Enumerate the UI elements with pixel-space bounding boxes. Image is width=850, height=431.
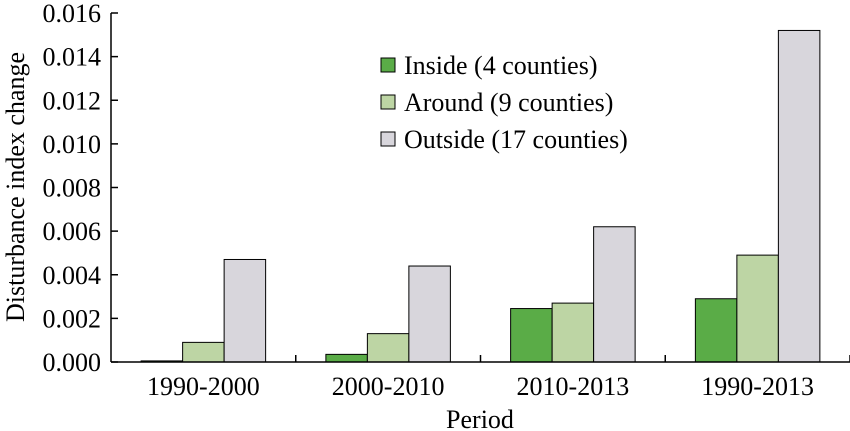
legend-label: Inside (4 counties) (404, 51, 598, 80)
y-tick-label: 0.006 (43, 217, 102, 246)
legend: Inside (4 counties) Around (9 counties) Ou… (380, 51, 628, 154)
x-category-label: 1990-2000 (147, 372, 260, 401)
x-category-labels: 1990-2000 2000-2010 2010-2013 1990-2013 (147, 355, 850, 401)
y-tick-label: 0.008 (43, 174, 102, 203)
y-tick-label: 0.010 (43, 130, 102, 159)
bar (325, 353, 368, 363)
y-tick-label: 0.000 (43, 348, 102, 377)
bar (510, 308, 553, 363)
bar (694, 298, 738, 363)
legend-label: Outside (17 counties) (404, 125, 628, 154)
x-axis-title: Period (446, 405, 514, 431)
legend-swatch (380, 57, 396, 73)
bar (408, 265, 451, 363)
x-category-label: 1990-2013 (701, 372, 814, 401)
y-tick-label: 0.016 (43, 0, 102, 28)
legend-label: Around (9 counties) (404, 88, 613, 117)
bar (223, 258, 267, 363)
y-tick-label: 0.002 (43, 304, 102, 333)
legend-swatch (380, 131, 396, 147)
y-axis-title: Disturbance index change (1, 52, 30, 322)
x-category-label: 2010-2013 (517, 372, 630, 401)
bar (593, 226, 636, 363)
x-category-label: 2000-2010 (332, 372, 445, 401)
legend-swatch (380, 94, 396, 110)
y-ticks: 0.000 0.002 0.004 0.006 0.008 0.010 0.012 0.014… (43, 0, 118, 377)
bar (366, 333, 410, 363)
y-tick-label: 0.012 (43, 86, 102, 115)
bar (736, 254, 779, 363)
y-tick-label: 0.014 (43, 43, 102, 72)
bar (551, 302, 595, 363)
bar (182, 341, 225, 363)
bars-layer (140, 29, 821, 363)
y-tick-label: 0.004 (43, 261, 102, 290)
bar (777, 29, 821, 363)
